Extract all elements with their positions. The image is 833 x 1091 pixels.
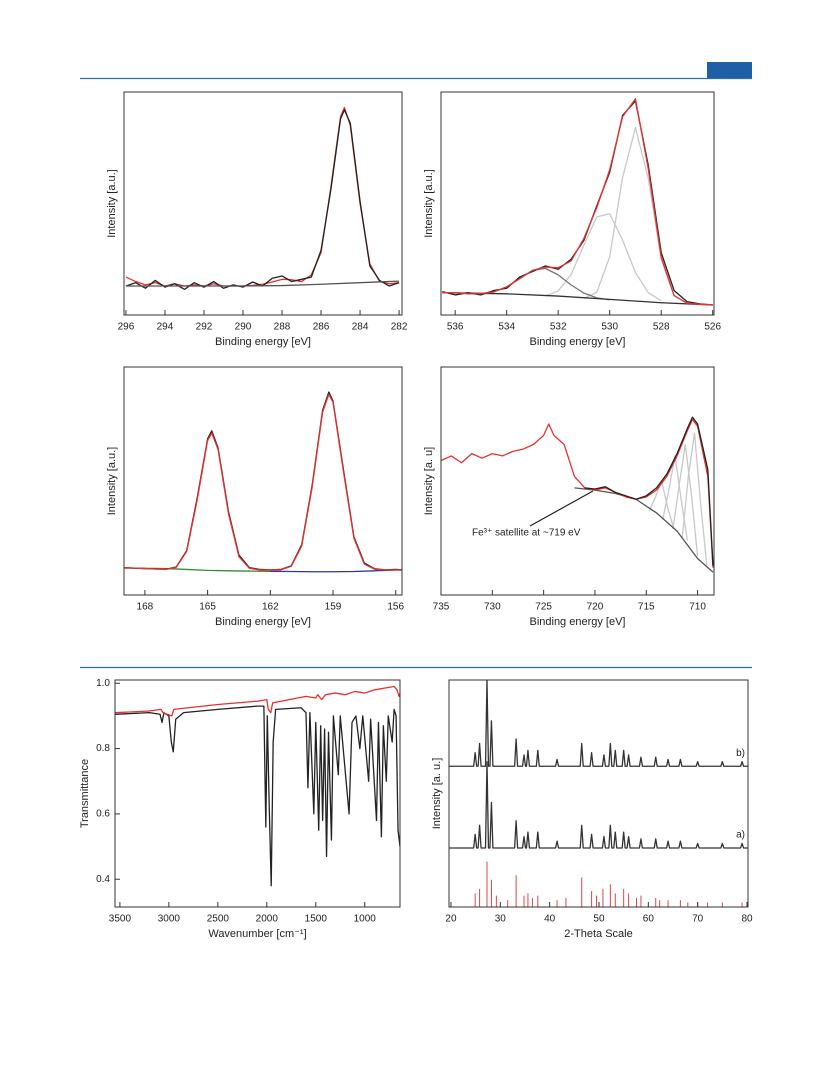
plot-area (115, 685, 400, 887)
x-axis-title: Binding energy [eV] (215, 616, 311, 628)
x-tick-label: 3000 (158, 914, 181, 925)
x-tick-label: 536 (447, 322, 464, 333)
spectrum-line (662, 455, 688, 541)
y-axis-title: Intensity [a.u.] (106, 169, 118, 237)
x-tick-label: 156 (387, 602, 404, 613)
x-tick-label: 526 (704, 322, 721, 333)
spectrum-line (449, 761, 748, 849)
x-tick-label: 162 (262, 602, 279, 613)
y-tick-label: 0.8 (96, 743, 110, 754)
plot-frame (123, 366, 403, 596)
x-tick-label: 1000 (354, 914, 377, 925)
x-axis-title: Binding energy [eV] (215, 336, 311, 348)
x-tick-label: 528 (653, 322, 670, 333)
x-tick-label: 534 (498, 322, 515, 333)
plot-frame (123, 91, 403, 316)
trace-label: a) (736, 830, 745, 841)
spectrum-line (442, 98, 713, 306)
spectrum-line (584, 416, 714, 566)
x-tick-label: 70 (692, 914, 704, 925)
x-tick-label: 282 (391, 322, 408, 333)
x-tick-label: 292 (196, 322, 213, 333)
x-tick-label: 294 (157, 322, 174, 333)
y-axis-title: Transmittance (79, 759, 91, 828)
x-tick-label: 286 (313, 322, 330, 333)
x-tick-label: 165 (199, 602, 216, 613)
plot-frame (114, 679, 401, 908)
y-axis-title: Intensity [a.u.] (423, 169, 435, 237)
annotation-arrow (529, 490, 594, 527)
y-tick-label: 0.6 (96, 809, 110, 820)
x-tick-label: 20 (445, 914, 457, 925)
spectrum-line (124, 567, 271, 572)
plot-area (124, 391, 402, 573)
x-tick-label: 290 (235, 322, 252, 333)
x-tick-label: 710 (689, 602, 706, 613)
spectrum-line (125, 109, 400, 291)
x-tick-label: 2500 (207, 914, 230, 925)
plot-frame (440, 91, 715, 316)
x-axis-title: Wavenumber [cm⁻¹] (208, 928, 306, 940)
x-tick-label: 720 (587, 602, 604, 613)
annotation: Fe³⁺ satellite at ~719 eV (472, 528, 581, 539)
x-tick-label: 80 (741, 914, 753, 925)
spectrum-line (125, 280, 400, 287)
plot-frame (440, 366, 715, 596)
spectrum-line (441, 418, 714, 568)
y-axis-title: Intensity [a. u] (423, 447, 435, 515)
spectrum-line (449, 679, 748, 767)
x-tick-label: 284 (352, 322, 369, 333)
y-tick-label: 1.0 (96, 678, 110, 689)
spectrum-line (574, 487, 714, 573)
plot-area (441, 416, 714, 573)
x-tick-label: 532 (550, 322, 567, 333)
y-axis-title: Intensity [a. u.] (431, 758, 443, 830)
y-tick-label: 0.4 (96, 874, 110, 885)
x-tick-label: 60 (643, 914, 655, 925)
x-tick-label: 30 (495, 914, 507, 925)
x-tick-label: 725 (535, 602, 552, 613)
spectrum-line (124, 393, 402, 571)
plot-area (125, 106, 400, 291)
x-tick-label: 50 (593, 914, 605, 925)
spectrum-line (442, 292, 713, 306)
x-tick-label: 296 (118, 322, 135, 333)
spectrum-line (672, 443, 699, 557)
x-tick-label: 2000 (256, 914, 279, 925)
x-tick-label: 730 (484, 602, 501, 613)
x-tick-label: 40 (544, 914, 556, 925)
x-tick-label: 1500 (305, 914, 328, 925)
x-tick-label: 715 (638, 602, 655, 613)
x-axis-title: 2-Theta Scale (564, 928, 632, 940)
x-axis-title: Binding energy [eV] (529, 616, 625, 628)
trace-label: b) (736, 748, 745, 759)
x-tick-label: 168 (137, 602, 154, 613)
y-axis-title: Intensity [a.u.] (106, 447, 118, 515)
x-tick-label: 288 (274, 322, 291, 333)
spectrum-line (545, 213, 662, 302)
x-axis-title: Binding energy [eV] (529, 336, 625, 348)
spectrum-line (115, 685, 400, 717)
plot-area (449, 679, 748, 907)
x-tick-label: 3500 (109, 914, 132, 925)
x-tick-label: 735 (433, 602, 450, 613)
plot-area (442, 98, 713, 306)
x-tick-label: 159 (325, 602, 342, 613)
header-tab (707, 62, 752, 78)
x-tick-label: 530 (601, 322, 618, 333)
spectrum-line (681, 432, 708, 566)
spectrum-line (115, 705, 400, 887)
